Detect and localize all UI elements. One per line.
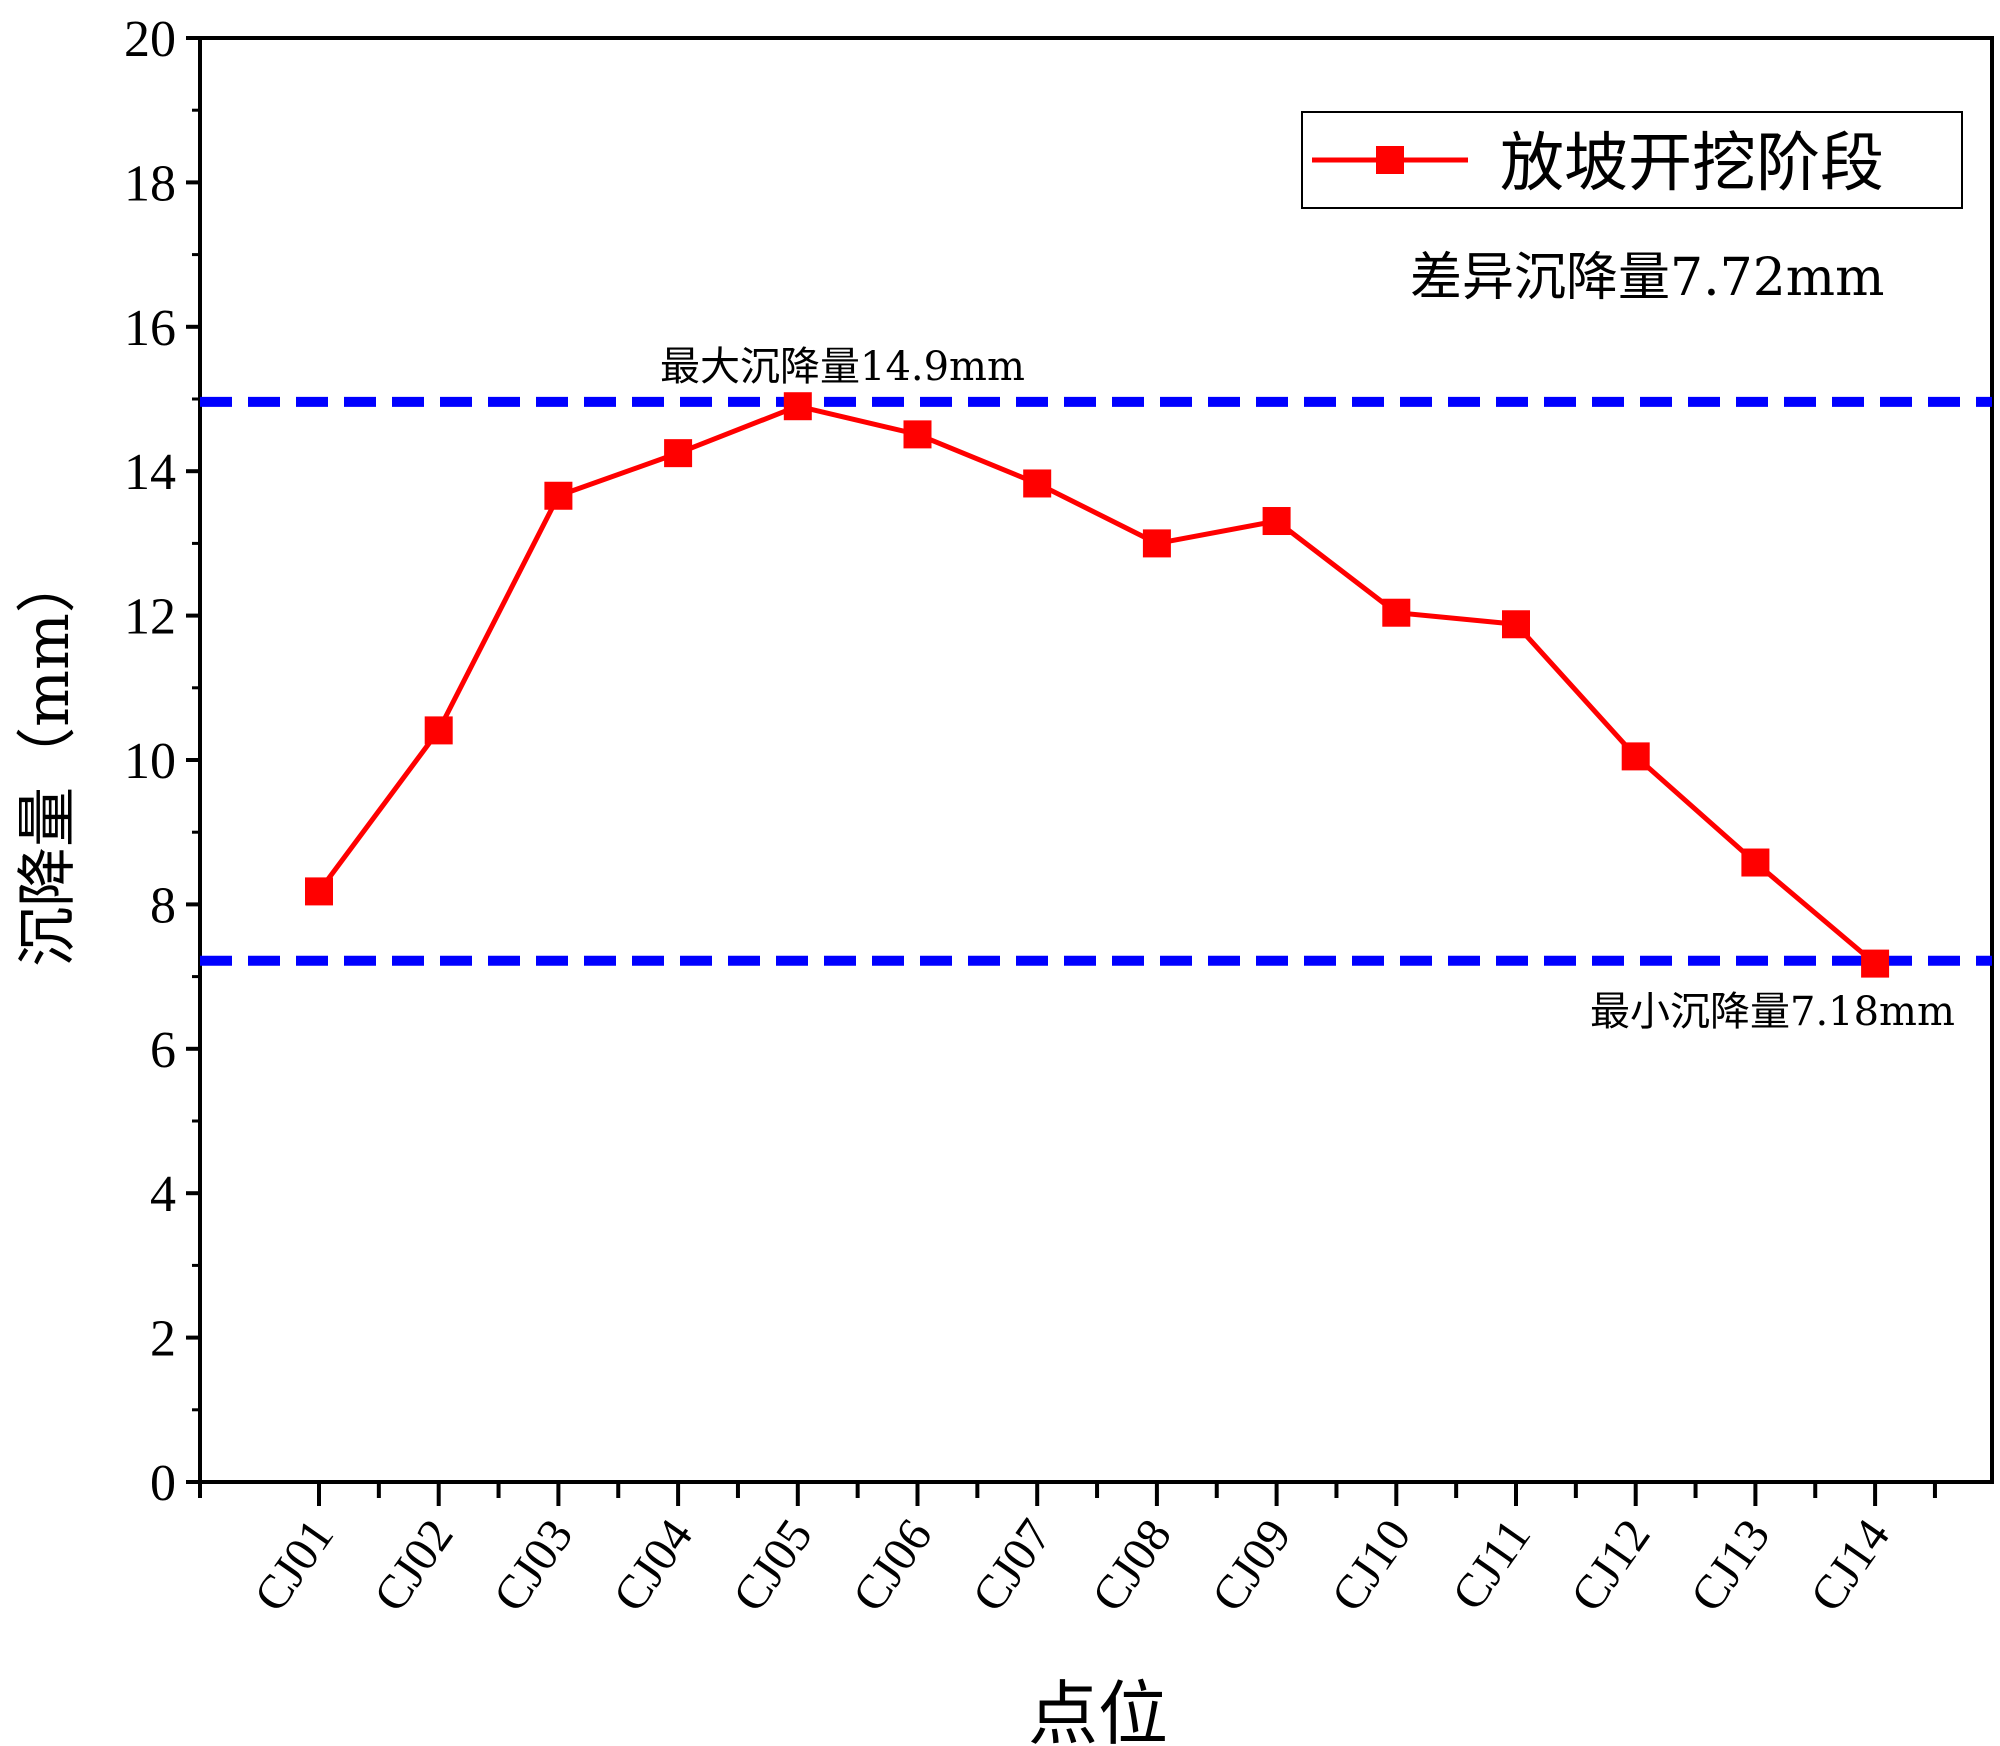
y-tick-label: 4 bbox=[150, 1166, 176, 1223]
data-point-marker bbox=[1861, 949, 1890, 978]
data-point-marker bbox=[1621, 742, 1650, 771]
series-markers-group bbox=[305, 392, 1890, 978]
legend: 放坡开挖阶段 bbox=[1301, 111, 1963, 209]
y-tick-label: 16 bbox=[124, 300, 176, 357]
y-tick-label: 12 bbox=[124, 589, 176, 646]
data-point-marker bbox=[544, 481, 573, 510]
data-point-marker bbox=[783, 392, 812, 421]
series-line-group bbox=[316, 403, 1877, 966]
data-point-marker bbox=[1023, 469, 1052, 498]
data-point-marker bbox=[1741, 848, 1770, 877]
x-tick-label: CJ10 bbox=[1321, 1510, 1421, 1621]
y-tick-label: 8 bbox=[150, 877, 176, 934]
y-tick-label: 6 bbox=[150, 1022, 176, 1079]
y-axis-ticks: 0 2 4 6 8 10 12 14 16 18 20 bbox=[124, 11, 200, 1512]
data-point-marker bbox=[1262, 507, 1291, 536]
y-tick-label: 18 bbox=[124, 155, 176, 212]
y-tick-label: 0 bbox=[150, 1455, 176, 1512]
x-tick-label: CJ02 bbox=[364, 1510, 464, 1621]
x-tick-label: CJ05 bbox=[723, 1510, 823, 1621]
x-tick-label: CJ01 bbox=[244, 1510, 344, 1621]
x-tick-label: CJ11 bbox=[1442, 1510, 1541, 1620]
x-tick-label: CJ12 bbox=[1561, 1510, 1661, 1621]
data-point-marker bbox=[1142, 529, 1171, 558]
legend-label: 放坡开挖阶段 bbox=[1500, 127, 1884, 201]
x-axis-ticks: CJ01 CJ02 CJ03 CJ04 CJ05 CJ06 CJ07 CJ08 CJ09 CJ10… bbox=[198, 1482, 1937, 1621]
data-point-marker bbox=[424, 716, 453, 745]
y-axis-title: 沉降量（mm） bbox=[13, 553, 83, 967]
data-point-marker bbox=[1382, 598, 1411, 627]
data-point-marker bbox=[305, 877, 333, 906]
y-tick-label: 14 bbox=[124, 444, 176, 501]
y-tick-label: 10 bbox=[124, 733, 176, 790]
legend-marker-swatch bbox=[1376, 146, 1404, 174]
y-tick-label: 2 bbox=[150, 1311, 176, 1368]
y-tick-label: 20 bbox=[124, 11, 176, 68]
x-tick-label: CJ07 bbox=[962, 1510, 1062, 1621]
x-tick-label: CJ13 bbox=[1680, 1510, 1780, 1621]
x-tick-label: CJ03 bbox=[483, 1510, 583, 1621]
x-tick-label: CJ04 bbox=[603, 1510, 703, 1621]
reference-lines bbox=[200, 396, 1992, 966]
data-point-marker bbox=[664, 439, 693, 468]
x-axis-title: 点位 bbox=[1028, 1673, 1168, 1746]
series-line bbox=[316, 403, 1877, 966]
x-tick-label: CJ08 bbox=[1082, 1510, 1182, 1621]
x-tick-label: CJ09 bbox=[1202, 1510, 1302, 1621]
data-point-marker bbox=[903, 420, 932, 449]
data-point-marker bbox=[1502, 610, 1530, 639]
x-tick-label: CJ14 bbox=[1800, 1510, 1900, 1621]
max-settlement-annotation: 最大沉降量14.9mm bbox=[660, 344, 1025, 390]
min-settlement-annotation: 最小沉降量7.18mm bbox=[1590, 989, 1955, 1035]
x-tick-label: CJ06 bbox=[842, 1510, 942, 1621]
differential-settlement-annotation: 差异沉降量7.72mm bbox=[1410, 248, 1884, 308]
